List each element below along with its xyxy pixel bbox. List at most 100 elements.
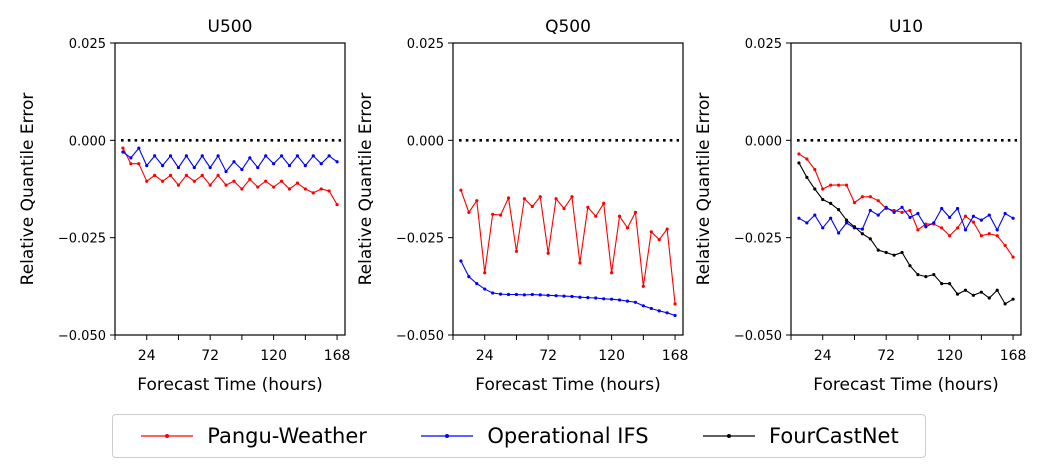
y-tick-label: 0.000 — [69, 134, 106, 149]
data-point — [335, 160, 339, 164]
legend-label-pangu-weather: Pangu-Weather — [207, 424, 367, 448]
data-point — [295, 181, 300, 185]
data-point — [1003, 211, 1007, 216]
data-point — [657, 309, 661, 313]
data-point — [248, 177, 252, 181]
data-point — [498, 292, 503, 296]
x-tick-label: 24 — [138, 348, 156, 364]
data-point — [900, 205, 904, 209]
data-point — [641, 304, 645, 308]
series-line — [122, 147, 338, 205]
data-point — [554, 197, 558, 201]
series-line — [122, 147, 338, 173]
data-point — [979, 234, 983, 238]
x-tick-label: 168 — [324, 348, 351, 364]
x-axis-label: Forecast Time (hours) — [475, 375, 660, 395]
data-point — [483, 287, 487, 291]
data-point — [868, 208, 872, 213]
data-point — [979, 218, 983, 222]
data-point — [506, 196, 511, 200]
data-point — [498, 213, 503, 217]
data-point — [522, 293, 526, 297]
data-point — [129, 156, 133, 160]
data-point — [272, 162, 276, 166]
data-point — [829, 216, 833, 220]
data-point — [184, 173, 188, 177]
data-point — [184, 154, 188, 158]
panel-u500: U500 −0.050 −0.025 0.000 0.025 24 72 120 168Fore… — [18, 17, 350, 395]
x-tick-label: 120 — [260, 348, 287, 364]
data-point — [617, 214, 622, 218]
plot-frame — [790, 42, 1022, 336]
y-tick-label: 0.000 — [745, 134, 782, 149]
data-point — [805, 175, 809, 179]
legend-item-pangu-weather: Pangu-Weather — [139, 424, 367, 448]
data-point — [860, 195, 864, 199]
data-point — [192, 179, 196, 183]
data-point — [1003, 243, 1007, 248]
series-line — [460, 260, 676, 317]
data-point — [963, 228, 968, 232]
data-point — [821, 197, 825, 202]
data-point — [240, 187, 244, 191]
y-tick-label: 0.025 — [745, 37, 782, 52]
data-point — [522, 197, 526, 201]
data-point — [900, 210, 904, 214]
data-point — [319, 187, 323, 191]
data-point — [530, 204, 534, 209]
legend-swatch-pangu-weather — [141, 434, 194, 438]
data-point — [633, 210, 638, 214]
data-point — [546, 251, 550, 255]
data-point — [303, 187, 307, 191]
data-point — [530, 292, 534, 297]
data-point — [813, 167, 817, 172]
data-point — [176, 165, 181, 170]
data-point — [153, 154, 157, 158]
data-point — [852, 201, 857, 205]
series-line — [798, 162, 1014, 305]
data-point — [876, 213, 880, 217]
data-point — [570, 195, 574, 199]
data-point — [538, 195, 542, 199]
data-point — [884, 205, 888, 209]
data-point — [562, 206, 566, 211]
x-axis-label: Forecast Time (hours) — [137, 375, 322, 395]
data-point — [641, 284, 645, 288]
data-point — [224, 183, 228, 187]
data-point — [617, 298, 622, 302]
x-tick-label: 120 — [936, 348, 963, 364]
data-point — [216, 154, 220, 158]
x-tick-label: 24 — [476, 348, 494, 364]
legend-swatch-operational-ifs — [421, 434, 474, 438]
legend-swatch-fourcastnet — [703, 434, 756, 438]
data-point — [475, 199, 479, 203]
data-point — [160, 179, 165, 183]
data-point — [995, 288, 999, 292]
data-point — [821, 187, 825, 191]
x-tick-label: 72 — [201, 348, 219, 364]
data-point — [971, 220, 976, 224]
data-point — [805, 157, 809, 161]
data-point — [570, 294, 574, 299]
data-point — [1011, 216, 1015, 220]
panel-title: U10 — [889, 17, 923, 37]
data-point — [836, 208, 841, 212]
data-point — [876, 199, 880, 203]
y-axis-label: Relative Quantile Error — [18, 93, 38, 286]
data-point — [963, 288, 968, 292]
legend-item-fourcastnet: FourCastNet — [701, 424, 899, 448]
y-tick-label: −0.050 — [734, 329, 782, 344]
series-operational-ifs — [459, 259, 677, 318]
x-tick-label: 168 — [662, 348, 689, 364]
data-point — [137, 162, 141, 166]
data-point — [319, 162, 323, 166]
data-point — [987, 213, 991, 217]
data-point — [459, 188, 463, 192]
data-point — [200, 154, 204, 158]
y-tick-label: −0.050 — [396, 329, 444, 344]
y-axis-label: Relative Quantile Error — [356, 93, 376, 286]
data-point — [248, 156, 252, 160]
data-point — [657, 238, 661, 242]
data-point — [625, 226, 630, 230]
data-point — [987, 232, 991, 236]
